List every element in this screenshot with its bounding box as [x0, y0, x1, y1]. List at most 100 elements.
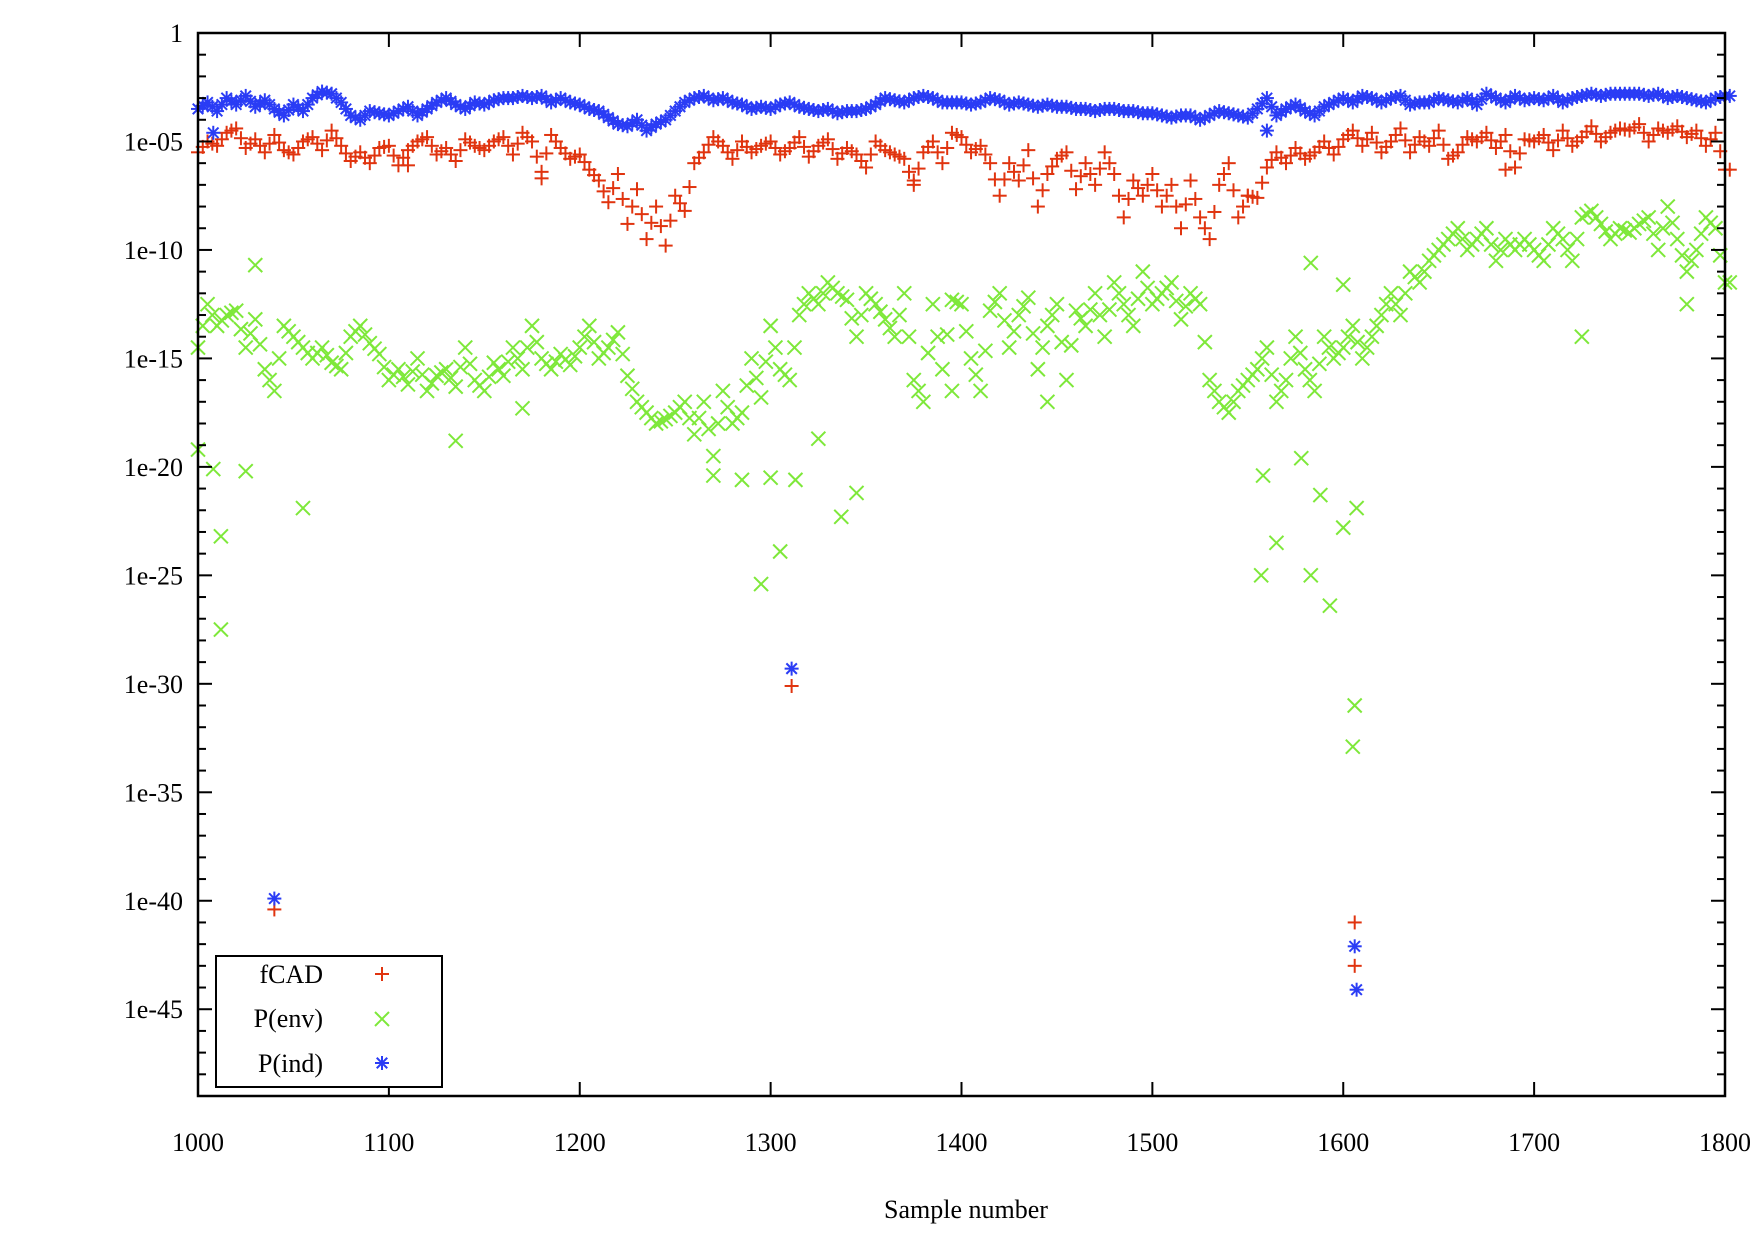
data-point	[696, 145, 711, 160]
data-point	[1193, 210, 1208, 225]
data-point	[1135, 263, 1151, 280]
data-point	[810, 296, 827, 312]
data-point	[1584, 119, 1599, 134]
data-point	[1349, 334, 1366, 350]
data-point	[1508, 160, 1523, 175]
data-point	[529, 334, 545, 350]
data-point	[1077, 318, 1094, 334]
data-point	[371, 346, 388, 362]
data-point	[233, 321, 249, 337]
data-point	[1484, 133, 1499, 148]
data-point	[1107, 167, 1122, 182]
x-tick-label: 1700	[1508, 1128, 1560, 1157]
data-point	[901, 329, 917, 345]
data-point	[1082, 301, 1099, 318]
data-point	[1020, 289, 1037, 306]
data-point	[820, 132, 835, 147]
data-point	[1707, 220, 1724, 236]
data-point-outlier	[1335, 276, 1351, 293]
data-point	[539, 146, 554, 161]
data-point	[1164, 177, 1179, 192]
y-tick-label: 1e-10	[124, 236, 183, 265]
data-point	[576, 329, 593, 345]
data-point	[958, 323, 974, 339]
data-point-outlier	[1303, 567, 1319, 584]
data-point	[1011, 173, 1026, 188]
data-point-outlier	[787, 472, 804, 488]
data-point	[1393, 121, 1408, 136]
data-point	[1479, 86, 1494, 101]
data-point	[1035, 183, 1050, 198]
data-point	[496, 130, 511, 145]
data-point	[944, 292, 960, 308]
data-point	[1092, 161, 1107, 176]
data-point	[792, 130, 807, 145]
y-tick-label: 1e-15	[124, 344, 183, 373]
data-point	[1632, 117, 1647, 132]
data-point	[1212, 177, 1227, 192]
data-point	[367, 148, 382, 163]
data-point	[1249, 361, 1266, 377]
data-point-outlier	[1303, 255, 1319, 271]
data-point	[977, 343, 994, 359]
data-point	[610, 167, 625, 182]
data-point	[1145, 167, 1160, 182]
data-point-outlier	[447, 433, 464, 449]
data-point	[1664, 215, 1681, 231]
data-point	[572, 339, 588, 356]
data-point	[486, 355, 502, 371]
data-point	[1455, 137, 1470, 152]
data-point	[314, 339, 330, 356]
data-point	[1541, 91, 1556, 106]
data-point	[1121, 191, 1136, 206]
data-point	[1039, 318, 1056, 334]
data-point	[514, 361, 531, 377]
data-point	[357, 326, 373, 343]
data-point	[1431, 123, 1446, 138]
data-point	[1096, 329, 1113, 345]
data-point	[409, 350, 426, 367]
data-point-outlier	[705, 467, 722, 484]
data-point	[1011, 307, 1027, 323]
data-point	[1306, 383, 1323, 399]
data-point	[1168, 293, 1184, 309]
data-point-outlier	[1253, 567, 1269, 584]
data-point-outlier	[772, 543, 788, 560]
data-point	[910, 383, 927, 399]
legend: fCAD P(env) P(ind)	[215, 955, 443, 1088]
y-tick-label: 1e-40	[124, 887, 183, 916]
data-point	[615, 191, 630, 206]
data-point	[1292, 345, 1309, 361]
data-point	[1369, 135, 1384, 150]
data-point	[581, 318, 598, 334]
data-point	[1583, 203, 1600, 219]
data-point	[791, 307, 807, 323]
data-point-outlier	[213, 528, 229, 545]
data-point	[1331, 139, 1346, 154]
data-point	[1364, 125, 1379, 140]
data-point	[782, 372, 798, 388]
x-tick-label: 1500	[1126, 1128, 1178, 1157]
data-point	[319, 133, 334, 148]
data-point	[447, 378, 464, 395]
data-point	[959, 137, 974, 152]
data-point	[238, 339, 254, 356]
data-point	[1683, 253, 1700, 269]
data-point	[686, 426, 702, 443]
data-point	[906, 372, 922, 388]
data-point	[987, 294, 1003, 310]
data-point-outlier	[1322, 598, 1338, 614]
data-point	[1040, 167, 1055, 182]
data-point	[863, 147, 878, 162]
data-point	[1188, 191, 1203, 206]
data-point	[825, 142, 840, 157]
data-point	[424, 138, 439, 153]
data-point-outlier	[238, 463, 254, 479]
data-point	[700, 421, 717, 437]
data-point	[1025, 325, 1041, 342]
data-point	[338, 345, 354, 361]
data-point	[501, 138, 516, 153]
data-point	[1569, 231, 1585, 247]
data-point	[199, 296, 216, 312]
data-point-outlier	[1293, 450, 1309, 466]
